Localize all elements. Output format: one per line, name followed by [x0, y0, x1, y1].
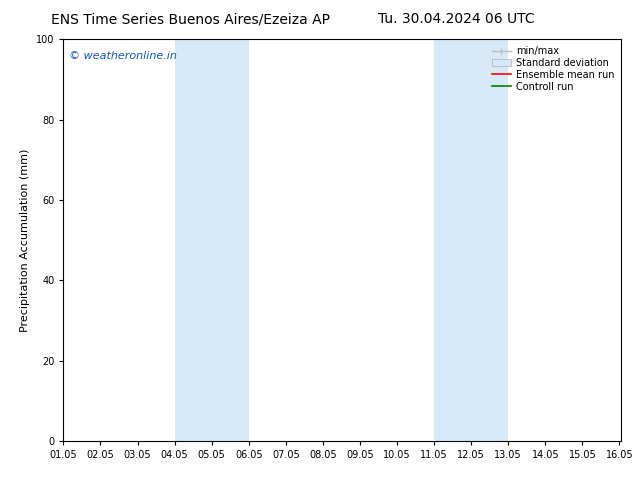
Bar — [174, 39, 249, 441]
Text: © weatheronline.in: © weatheronline.in — [69, 51, 177, 61]
Text: Tu. 30.04.2024 06 UTC: Tu. 30.04.2024 06 UTC — [378, 12, 535, 26]
Text: ENS Time Series Buenos Aires/Ezeiza AP: ENS Time Series Buenos Aires/Ezeiza AP — [51, 12, 330, 26]
Legend: min/max, Standard deviation, Ensemble mean run, Controll run: min/max, Standard deviation, Ensemble me… — [488, 42, 618, 96]
Y-axis label: Precipitation Accumulation (mm): Precipitation Accumulation (mm) — [20, 148, 30, 332]
Bar — [434, 39, 508, 441]
